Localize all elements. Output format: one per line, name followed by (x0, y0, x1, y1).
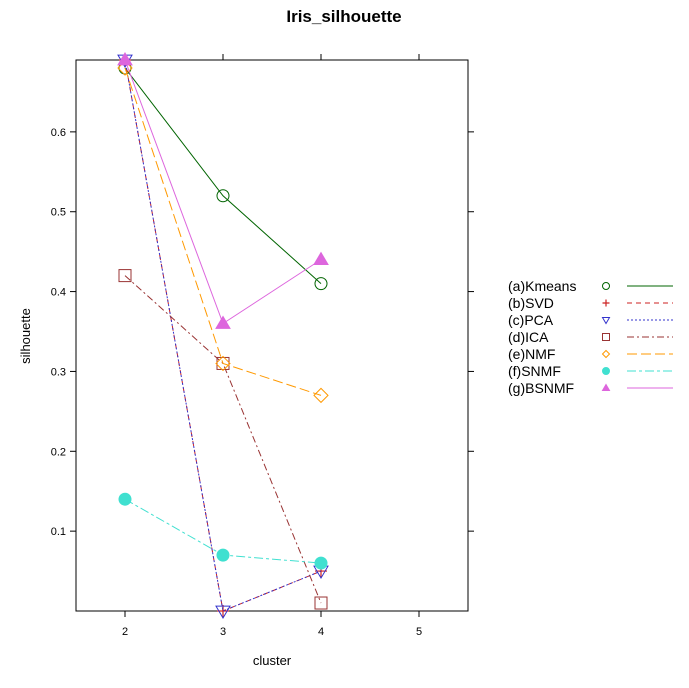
data-point (117, 60, 133, 76)
data-point (314, 596, 328, 610)
series-4 (117, 60, 329, 404)
legend-marker (602, 367, 610, 375)
legend-marker (601, 349, 611, 359)
x-tick-label: 4 (318, 626, 324, 638)
series-line (124, 59, 322, 612)
data-point (216, 356, 230, 370)
y-tick-label: 0.1 (51, 526, 66, 538)
x-tick-label: 5 (416, 626, 422, 638)
legend-marker (601, 317, 611, 325)
data-point (313, 387, 329, 404)
series-line (124, 59, 322, 612)
legend-label: (g)BSNMF (508, 380, 574, 396)
data-point (216, 189, 230, 203)
data-point (313, 251, 329, 266)
axes: 2 3 4 5 0.1 0.2 0.3 0.4 0.5 0.6 (51, 54, 474, 638)
legend-label: (e)NMF (508, 346, 555, 362)
data-point (117, 52, 133, 66)
legend-marker (602, 333, 610, 341)
data-point (314, 277, 328, 291)
legend: (a)Kmeans(b)SVD(c)PCA(d)ICA(e)NMF(f)SNMF… (508, 278, 673, 396)
y-tick-label: 0.2 (51, 446, 66, 458)
data-point (118, 269, 132, 283)
y-axis-label: silhouette (18, 308, 33, 364)
x-axis-label: cluster (253, 653, 292, 668)
plot-frame (75, 59, 469, 612)
series-line (124, 67, 322, 396)
data-point (215, 355, 231, 372)
data-point (216, 548, 230, 562)
x-tick-label: 2 (122, 626, 128, 638)
chart-title: Iris_silhouette (286, 7, 401, 26)
legend-marker (602, 299, 610, 307)
series-line (124, 67, 322, 284)
legend-marker (602, 282, 610, 290)
data-point (118, 492, 132, 506)
legend-label: (b)SVD (508, 295, 554, 311)
series-line (124, 59, 322, 325)
legend-label: (f)SNMF (508, 363, 561, 379)
legend-label: (c)PCA (508, 312, 554, 328)
x-tick-label: 3 (220, 626, 226, 638)
series-5 (118, 492, 328, 570)
series-0 (118, 61, 328, 291)
series-2 (117, 54, 329, 619)
data-point (215, 605, 231, 619)
legend-label: (a)Kmeans (508, 278, 576, 294)
y-tick-label: 0.3 (51, 366, 66, 378)
data-point (215, 315, 231, 329)
data-point (314, 556, 328, 570)
legend-label: (d)ICA (508, 329, 549, 345)
y-tick-label: 0.4 (51, 287, 66, 299)
legend-marker (601, 383, 611, 391)
series-layer (117, 52, 329, 619)
y-tick-label: 0.5 (51, 207, 66, 219)
series-6 (117, 52, 329, 329)
series-1 (119, 54, 327, 617)
y-tick-label: 0.6 (51, 127, 66, 139)
